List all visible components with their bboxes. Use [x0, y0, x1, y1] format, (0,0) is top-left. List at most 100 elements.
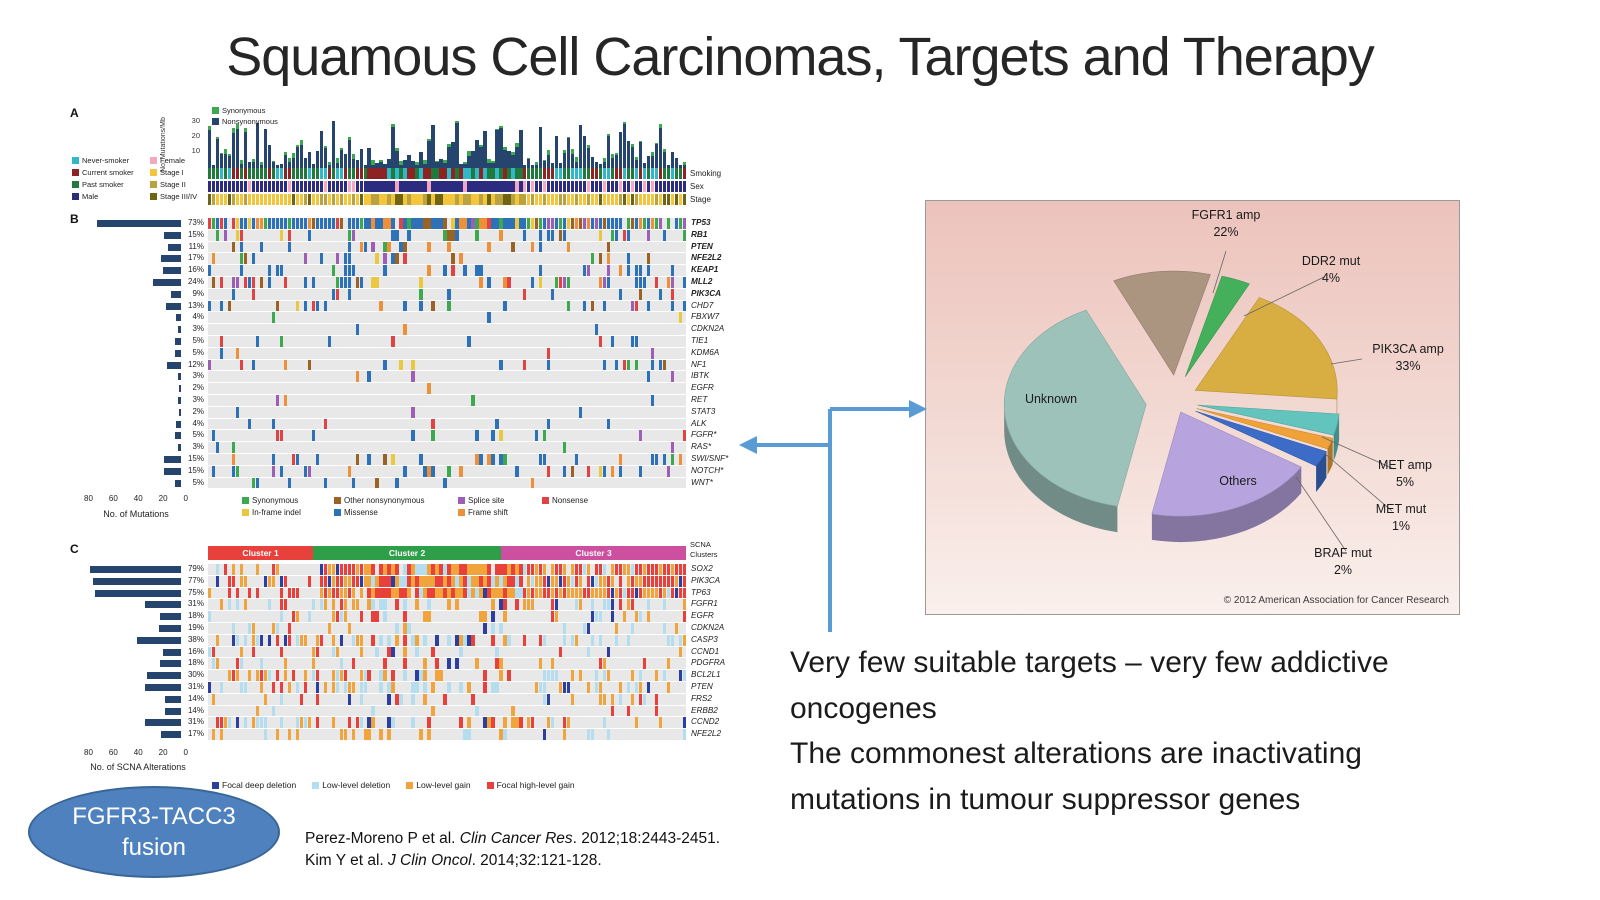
- alteration-cell: [523, 466, 526, 477]
- alteration-cell: [642, 575, 647, 587]
- alteration-cell: [599, 312, 602, 323]
- alteration-cell: [347, 229, 352, 241]
- bar-column: [622, 120, 627, 168]
- alteration-cell: [391, 242, 394, 253]
- alteration-cell: [387, 371, 391, 382]
- alteration-cell: [228, 230, 232, 241]
- gene-frequency-bar: [162, 648, 181, 656]
- alteration-cell: [344, 478, 347, 489]
- alteration-cell: [578, 587, 583, 599]
- alteration-cell: [455, 599, 459, 611]
- alteration-cell: [403, 277, 406, 288]
- oncoprint-row: 19% CDKN2A: [62, 622, 746, 634]
- alteration-cell: [352, 395, 355, 406]
- alteration-cell: [578, 218, 583, 229]
- alteration-cell: [651, 253, 654, 264]
- alteration-cell: [251, 359, 256, 371]
- track-label-smoking: Smoking: [690, 169, 722, 178]
- nonsynonymous-segment: [251, 161, 256, 168]
- alteration-cell: [268, 230, 272, 241]
- alteration-cell: [642, 587, 647, 599]
- alteration-cell: [443, 395, 446, 406]
- alteration-cell: [563, 670, 566, 681]
- nonsynonymous-segment: [315, 150, 320, 168]
- alteration-cell: [671, 658, 674, 669]
- alteration-cell: [248, 348, 252, 359]
- gene-label: BCL2L1: [691, 670, 721, 680]
- alteration-cell: [547, 383, 551, 394]
- alteration-cell: [339, 575, 344, 587]
- alteration-cell: [399, 253, 402, 264]
- alteration-cell: [311, 430, 316, 442]
- alteration-cell: [312, 454, 315, 465]
- alteration-cell: [611, 360, 614, 371]
- alteration-cell: [427, 575, 431, 587]
- gene-frequency-cell: 31%: [62, 599, 208, 610]
- alteration-cell: [379, 599, 383, 611]
- alteration-cell: [491, 253, 494, 264]
- alteration-cell: [256, 371, 259, 382]
- alteration-cell: [559, 253, 562, 264]
- alteration-cell: [519, 383, 522, 394]
- x-tick: 80: [84, 494, 93, 503]
- alteration-cell: [587, 253, 591, 264]
- alteration-cell: [439, 575, 443, 587]
- track-cell: [670, 194, 675, 205]
- alteration-cell: [415, 218, 419, 229]
- alteration-cell: [403, 312, 406, 323]
- alteration-cell: [279, 681, 284, 693]
- alteration-cell: [530, 564, 535, 575]
- alteration-cell: [272, 670, 275, 681]
- alteration-cell: [530, 241, 535, 253]
- alteration-cell: [216, 265, 219, 276]
- alteration-cell: [383, 218, 387, 229]
- x-tick: 40: [133, 494, 143, 503]
- oncoprint-grid-row: [208, 646, 686, 658]
- alteration-cell: [670, 276, 675, 288]
- alteration-cell: [296, 242, 299, 253]
- alteration-cell: [324, 395, 327, 406]
- bar-column: [630, 120, 635, 168]
- track-cell: [243, 181, 248, 192]
- oncoprint-row: 30% BCL2L1: [62, 670, 746, 681]
- alteration-cell: [352, 430, 355, 441]
- alteration-cell: [356, 466, 359, 477]
- alteration-cell: [355, 599, 360, 611]
- alteration-cell: [272, 658, 275, 669]
- alteration-cell: [427, 599, 431, 611]
- alteration-cell: [627, 395, 631, 406]
- alteration-cell: [543, 658, 546, 669]
- synonymous-segment: [427, 139, 431, 142]
- alteration-cell: [212, 336, 215, 347]
- alteration-cell: [208, 383, 211, 394]
- alteration-cell: [598, 335, 603, 347]
- alteration-cell: [487, 466, 491, 477]
- alteration-cell: [239, 359, 244, 371]
- alteration-cell: [252, 454, 255, 465]
- track-cell: [610, 194, 615, 205]
- alteration-cell: [499, 324, 502, 335]
- alteration-cell: [447, 670, 451, 681]
- alteration-cell: [427, 442, 431, 453]
- alteration-cell: [479, 478, 482, 489]
- alteration-cell: [288, 658, 292, 669]
- legend-label: Stage II: [160, 179, 186, 189]
- alteration-cell: [491, 407, 494, 418]
- alteration-cell: [511, 587, 515, 599]
- alteration-cell: [667, 419, 671, 430]
- bar-column: [479, 120, 483, 168]
- gene-frequency-cell: 15%: [62, 230, 208, 241]
- alteration-cell: [351, 477, 356, 489]
- alteration-cell: [563, 348, 566, 359]
- alteration-cell: [336, 324, 339, 335]
- alteration-cell: [571, 478, 574, 489]
- alteration-cell: [447, 575, 451, 587]
- alteration-cell: [387, 419, 391, 430]
- alteration-cell: [352, 623, 355, 634]
- alteration-cell: [667, 454, 671, 465]
- alteration-cell: [571, 419, 574, 430]
- alteration-cell: [534, 575, 539, 587]
- alteration-cell: [300, 623, 303, 634]
- synonymous-segment: [614, 153, 619, 156]
- alteration-cell: [296, 419, 299, 430]
